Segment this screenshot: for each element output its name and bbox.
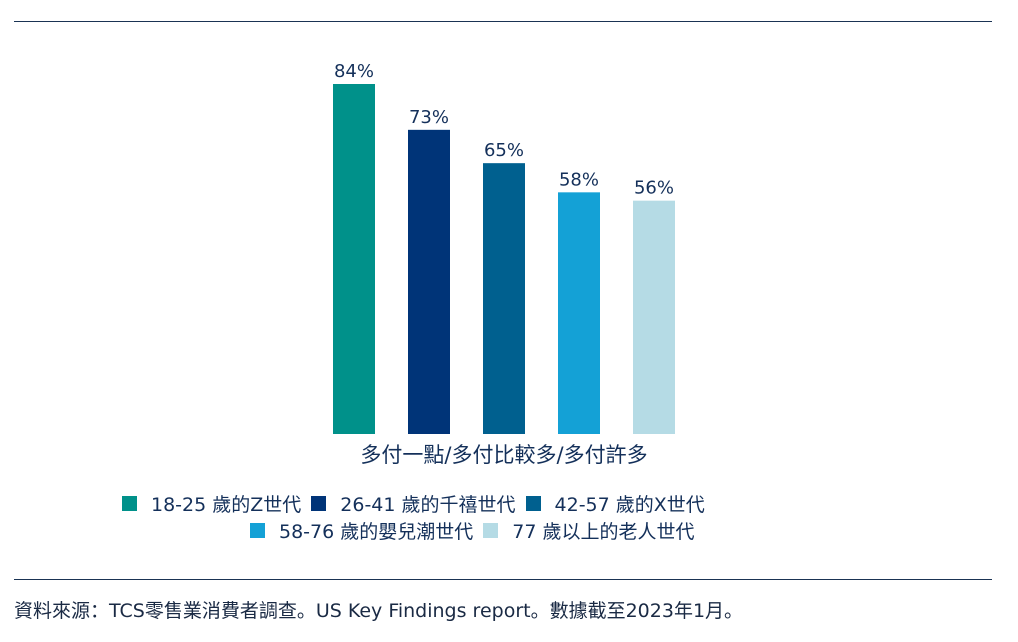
legend-swatch-2 <box>311 496 327 511</box>
source-note: 資料來源：TCS零售業消費者調查。US Key Findings report。… <box>14 600 744 622</box>
legend-item-5: 77 歲以上的老人世代 <box>483 517 694 544</box>
value-label-4: 58% <box>559 169 599 190</box>
category-label: 多付一點/多付比較多/多付許多 <box>360 443 647 467</box>
value-label-5: 56% <box>634 178 674 199</box>
legend-swatch-3 <box>525 496 541 511</box>
legend-label-5: 77 歲以上的老人世代 <box>512 521 695 543</box>
legend-label-3: 42-57 歲的X世代 <box>554 494 705 516</box>
legend-item-2: 26-41 歲的千禧世代 <box>311 490 516 517</box>
legend-label-4: 58-76 歲的嬰兒潮世代 <box>279 521 474 543</box>
legend-item-4: 58-76 歲的嬰兒潮世代 <box>250 517 473 544</box>
bar-3 <box>483 163 525 434</box>
value-label-3: 65% <box>484 140 524 161</box>
legend-row-2: 58-76 歲的嬰兒潮世代 77 歲以上的老人世代 <box>250 517 704 544</box>
bars-group: 84% 73% 65% 58% 56% <box>333 61 675 435</box>
value-label-1: 84% <box>334 61 374 82</box>
legend-label-2: 26-41 歲的千禧世代 <box>340 494 516 516</box>
bar-2 <box>408 129 450 435</box>
legend-swatch-1 <box>122 496 137 511</box>
bar-4 <box>558 192 600 434</box>
legend-swatch-4 <box>250 523 265 538</box>
top-rule <box>14 21 992 22</box>
bottom-rule <box>14 579 992 580</box>
bar-5 <box>633 200 675 434</box>
bar-chart: 84% 73% 65% 58% 56% 多付一點/多付比較多/多付許多 <box>333 61 675 467</box>
legend-item-3: 42-57 歲的X世代 <box>525 490 705 517</box>
legend-row-1: 18-25 歲的Z世代 26-41 歲的千禧世代 42-57 歲的X世代 <box>122 490 715 517</box>
legend-swatch-5 <box>483 523 499 538</box>
legend-item-1: 18-25 歲的Z世代 <box>122 490 301 517</box>
legend-label-1: 18-25 歲的Z世代 <box>151 494 302 516</box>
bar-1 <box>333 84 375 434</box>
value-label-2: 73% <box>409 107 449 128</box>
